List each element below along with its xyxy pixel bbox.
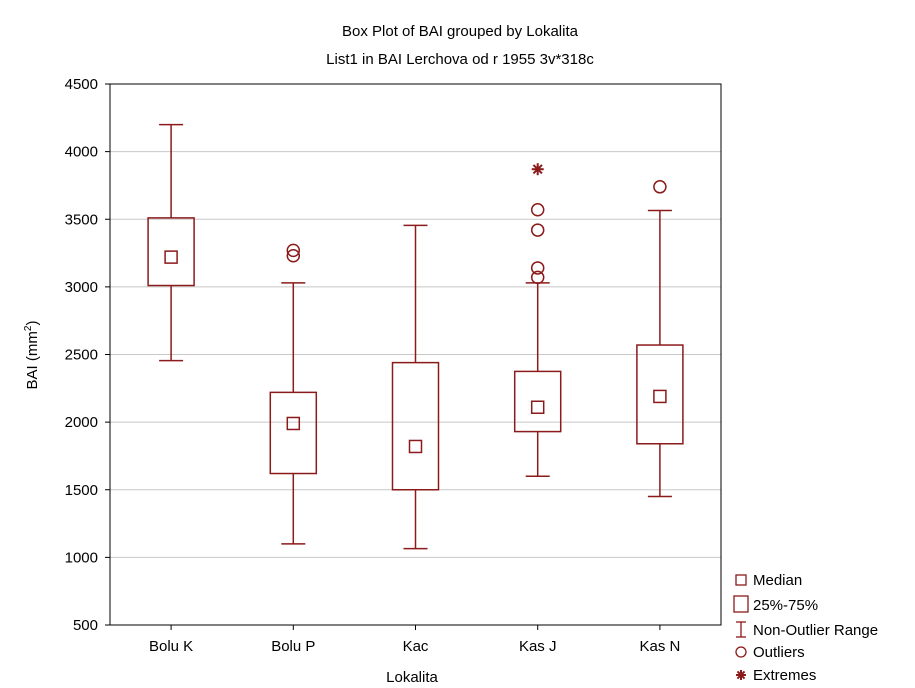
chart-title: Box Plot of BAI grouped by Lokalita <box>342 23 579 40</box>
asterisk-stroke <box>736 670 746 680</box>
outlier-point <box>530 261 545 275</box>
legend-median-icon <box>735 574 747 586</box>
outlier-point <box>653 180 667 194</box>
legend-whisker-icon <box>736 621 746 638</box>
legend-item-small-square: Median <box>735 572 802 589</box>
y-tick-label: 4500 <box>65 76 98 93</box>
y-tick-label: 3500 <box>65 211 98 228</box>
box-bolu-p <box>269 243 318 545</box>
quartile-box <box>636 344 684 445</box>
x-tick-label: Bolu P <box>271 638 315 655</box>
box-kas-j <box>513 163 562 477</box>
y-tick-label: 2500 <box>65 347 98 364</box>
x-axis-label: Lokalita <box>386 669 438 686</box>
legend-label: Extremes <box>753 667 816 684</box>
y-axis-label-end: ) <box>24 321 41 326</box>
extreme-point <box>531 163 544 176</box>
outlier-point <box>286 243 301 258</box>
box-bolu-k <box>147 123 195 362</box>
legend-label: Non-Outlier Range <box>753 622 878 639</box>
y-axis-label-base: BAI (mm <box>24 331 41 389</box>
y-axis-label-superscript: 2 <box>23 325 34 331</box>
quartile-box <box>391 361 440 491</box>
legend-label: Median <box>753 572 802 589</box>
x-tick-label: Kas J <box>519 638 557 655</box>
quartile-box <box>147 217 195 287</box>
median-marker <box>286 416 301 431</box>
x-tick-label: Kac <box>403 638 429 655</box>
legend-item-asterisk: Extremes <box>736 667 816 684</box>
y-tick-label: 4000 <box>65 144 98 161</box>
legend-item-circle: Outliers <box>735 644 805 661</box>
x-tick-label: Bolu K <box>149 638 193 655</box>
outlier-point <box>530 203 545 217</box>
legend-extreme-icon <box>736 670 746 680</box>
y-tick-label: 500 <box>73 617 98 634</box>
axes: 500 1000 1500 2000 2500 3000 3500 4000 4500 Bolu … <box>65 76 681 655</box>
quartile-box <box>269 391 318 475</box>
y-tick-label: 2000 <box>65 414 98 431</box>
y-axis-label: BAI (mm2) <box>23 321 41 390</box>
median-marker <box>408 439 423 454</box>
chart-subtitle: List1 in BAI Lerchova od r 1955 3v*318c <box>326 51 594 68</box>
outlier-point <box>286 249 301 263</box>
legend-item-whisker: Non-Outlier Range <box>736 621 878 639</box>
legend-label: Outliers <box>753 644 805 661</box>
legend-label: 25%-75% <box>753 597 818 614</box>
median-marker <box>164 250 178 264</box>
outlier-point <box>530 270 545 285</box>
y-tick-label: 1000 <box>65 549 98 566</box>
median-marker <box>653 389 667 404</box>
y-tick-label: 1500 <box>65 482 98 499</box>
quartile-box <box>513 370 562 433</box>
box-kas-n <box>636 180 684 498</box>
x-tick-label: Kas N <box>639 638 680 655</box>
plot-area <box>147 123 684 550</box>
y-tick-label: 3000 <box>65 279 98 296</box>
legend-item-box: 25%-75% <box>733 595 818 614</box>
box-kac <box>391 224 440 550</box>
outlier-point <box>530 223 545 237</box>
median-marker <box>530 400 545 414</box>
asterisk-stroke <box>532 164 543 175</box>
legend: Median 25%-75% Non-Outlier Range Outliers Ex… <box>733 572 878 684</box>
legend-outlier-icon <box>735 646 747 658</box>
legend-box-icon <box>733 595 749 613</box>
